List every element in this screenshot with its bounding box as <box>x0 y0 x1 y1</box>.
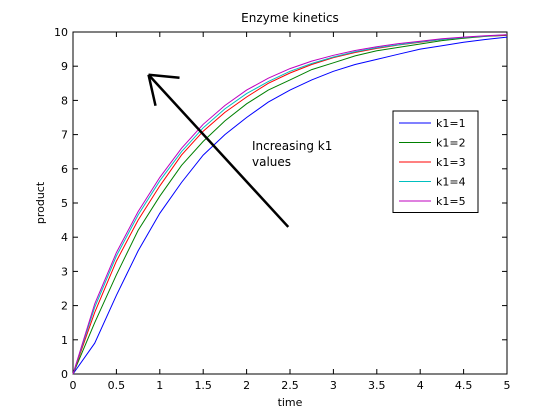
x-tick-label: 4.5 <box>455 379 473 392</box>
annotation-arrow-head <box>148 73 180 79</box>
x-axis-label: time <box>278 396 303 409</box>
y-tick-label: 5 <box>61 197 68 210</box>
x-tick-label: 3 <box>330 379 337 392</box>
legend-label: k1=4 <box>436 176 466 189</box>
annotation-text-line: Increasing k1 <box>252 139 332 153</box>
y-axis: 0 1 2 3 4 5 6 7 8 9 10 <box>54 26 507 381</box>
series-line-4 <box>72 34 508 375</box>
y-tick-label: 6 <box>61 163 68 176</box>
legend: k1=1 k1=2 k1=3 k1=4 k1=5 <box>392 110 479 213</box>
y-axis-label: product <box>34 181 47 224</box>
x-tick-label: 5 <box>504 379 511 392</box>
y-tick-label: 7 <box>61 129 68 142</box>
legend-label: k1=3 <box>436 156 466 169</box>
series-line-5 <box>72 34 508 375</box>
legend-label: k1=2 <box>436 137 466 150</box>
legend-label: k1=1 <box>436 117 466 130</box>
x-tick-label: 0 <box>70 379 77 392</box>
x-axis: 0 0.5 1 1.5 2 2.5 3 3.5 4 4.5 5 <box>70 32 511 392</box>
y-tick-label: 2 <box>61 300 68 313</box>
annotation: Increasing k1 values <box>147 73 332 228</box>
series-line-2 <box>72 34 508 375</box>
y-tick-label: 9 <box>61 60 68 73</box>
y-tick-label: 4 <box>61 231 68 244</box>
y-tick-label: 8 <box>61 94 68 107</box>
annotation-arrow-head <box>147 74 157 107</box>
legend-label: k1=5 <box>436 195 466 208</box>
annotation-text-line: values <box>252 155 291 169</box>
y-tick-label: 10 <box>54 26 68 39</box>
y-tick-label: 3 <box>61 265 68 278</box>
series-lines <box>72 34 508 375</box>
x-tick-label: 1 <box>156 379 163 392</box>
x-tick-label: 0.5 <box>108 379 126 392</box>
y-tick-label: 1 <box>61 334 68 347</box>
x-tick-label: 2.5 <box>281 379 299 392</box>
series-line-1 <box>72 36 508 375</box>
x-tick-label: 1.5 <box>194 379 212 392</box>
x-tick-label: 2 <box>243 379 250 392</box>
annotation-arrow-shaft <box>147 73 290 228</box>
chart-title: Enzyme kinetics <box>241 11 339 25</box>
y-tick-label: 0 <box>61 368 68 381</box>
x-tick-label: 3.5 <box>368 379 386 392</box>
x-tick-label: 4 <box>417 379 424 392</box>
